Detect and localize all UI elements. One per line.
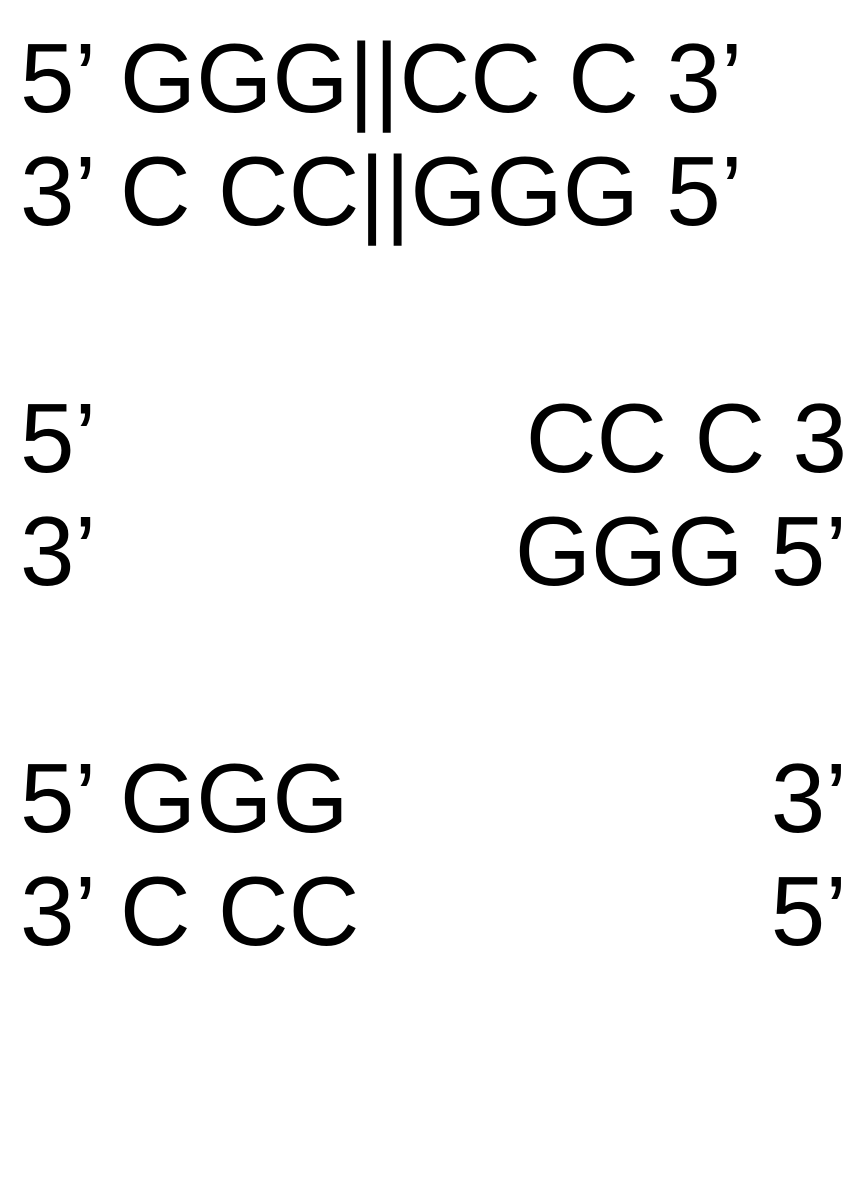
strand-bottom-1: 3’ C CC||GGG 5’ (20, 133, 847, 251)
strand-bottom-1-left: 3’ C CC||GGG 5’ (20, 133, 743, 251)
strand-top-2-left: 5’ (20, 380, 96, 498)
strand-bottom-3-left: 3’ C CC (20, 853, 359, 971)
dna-sequence-diagram: 5’ GGG||CC C 3’ 3’ C CC||GGG 5’ 5’ CC C … (20, 20, 847, 971)
strand-top-3-left: 5’ GGG (20, 740, 349, 858)
strand-top-3: 5’ GGG 3’ (20, 740, 847, 858)
strand-top-1: 5’ GGG||CC C 3’ (20, 20, 847, 138)
strand-top-3-right: 3’ (771, 740, 847, 858)
strand-bottom-3: 3’ C CC 5’ (20, 853, 847, 971)
strand-bottom-2-left: 3’ (20, 493, 96, 611)
sequence-block-2: 5’ CC C 3 3’ GGG 5’ (20, 380, 847, 610)
strand-bottom-2: 3’ GGG 5’ (20, 493, 847, 611)
strand-bottom-2-right: GGG 5’ (515, 493, 847, 611)
strand-top-2-right: CC C 3 (526, 380, 847, 498)
sequence-block-3: 5’ GGG 3’ 3’ C CC 5’ (20, 740, 847, 970)
strand-top-2: 5’ CC C 3 (20, 380, 847, 498)
strand-top-1-left: 5’ GGG||CC C 3’ (20, 20, 743, 138)
strand-bottom-3-right: 5’ (771, 853, 847, 971)
sequence-block-1: 5’ GGG||CC C 3’ 3’ C CC||GGG 5’ (20, 20, 847, 250)
